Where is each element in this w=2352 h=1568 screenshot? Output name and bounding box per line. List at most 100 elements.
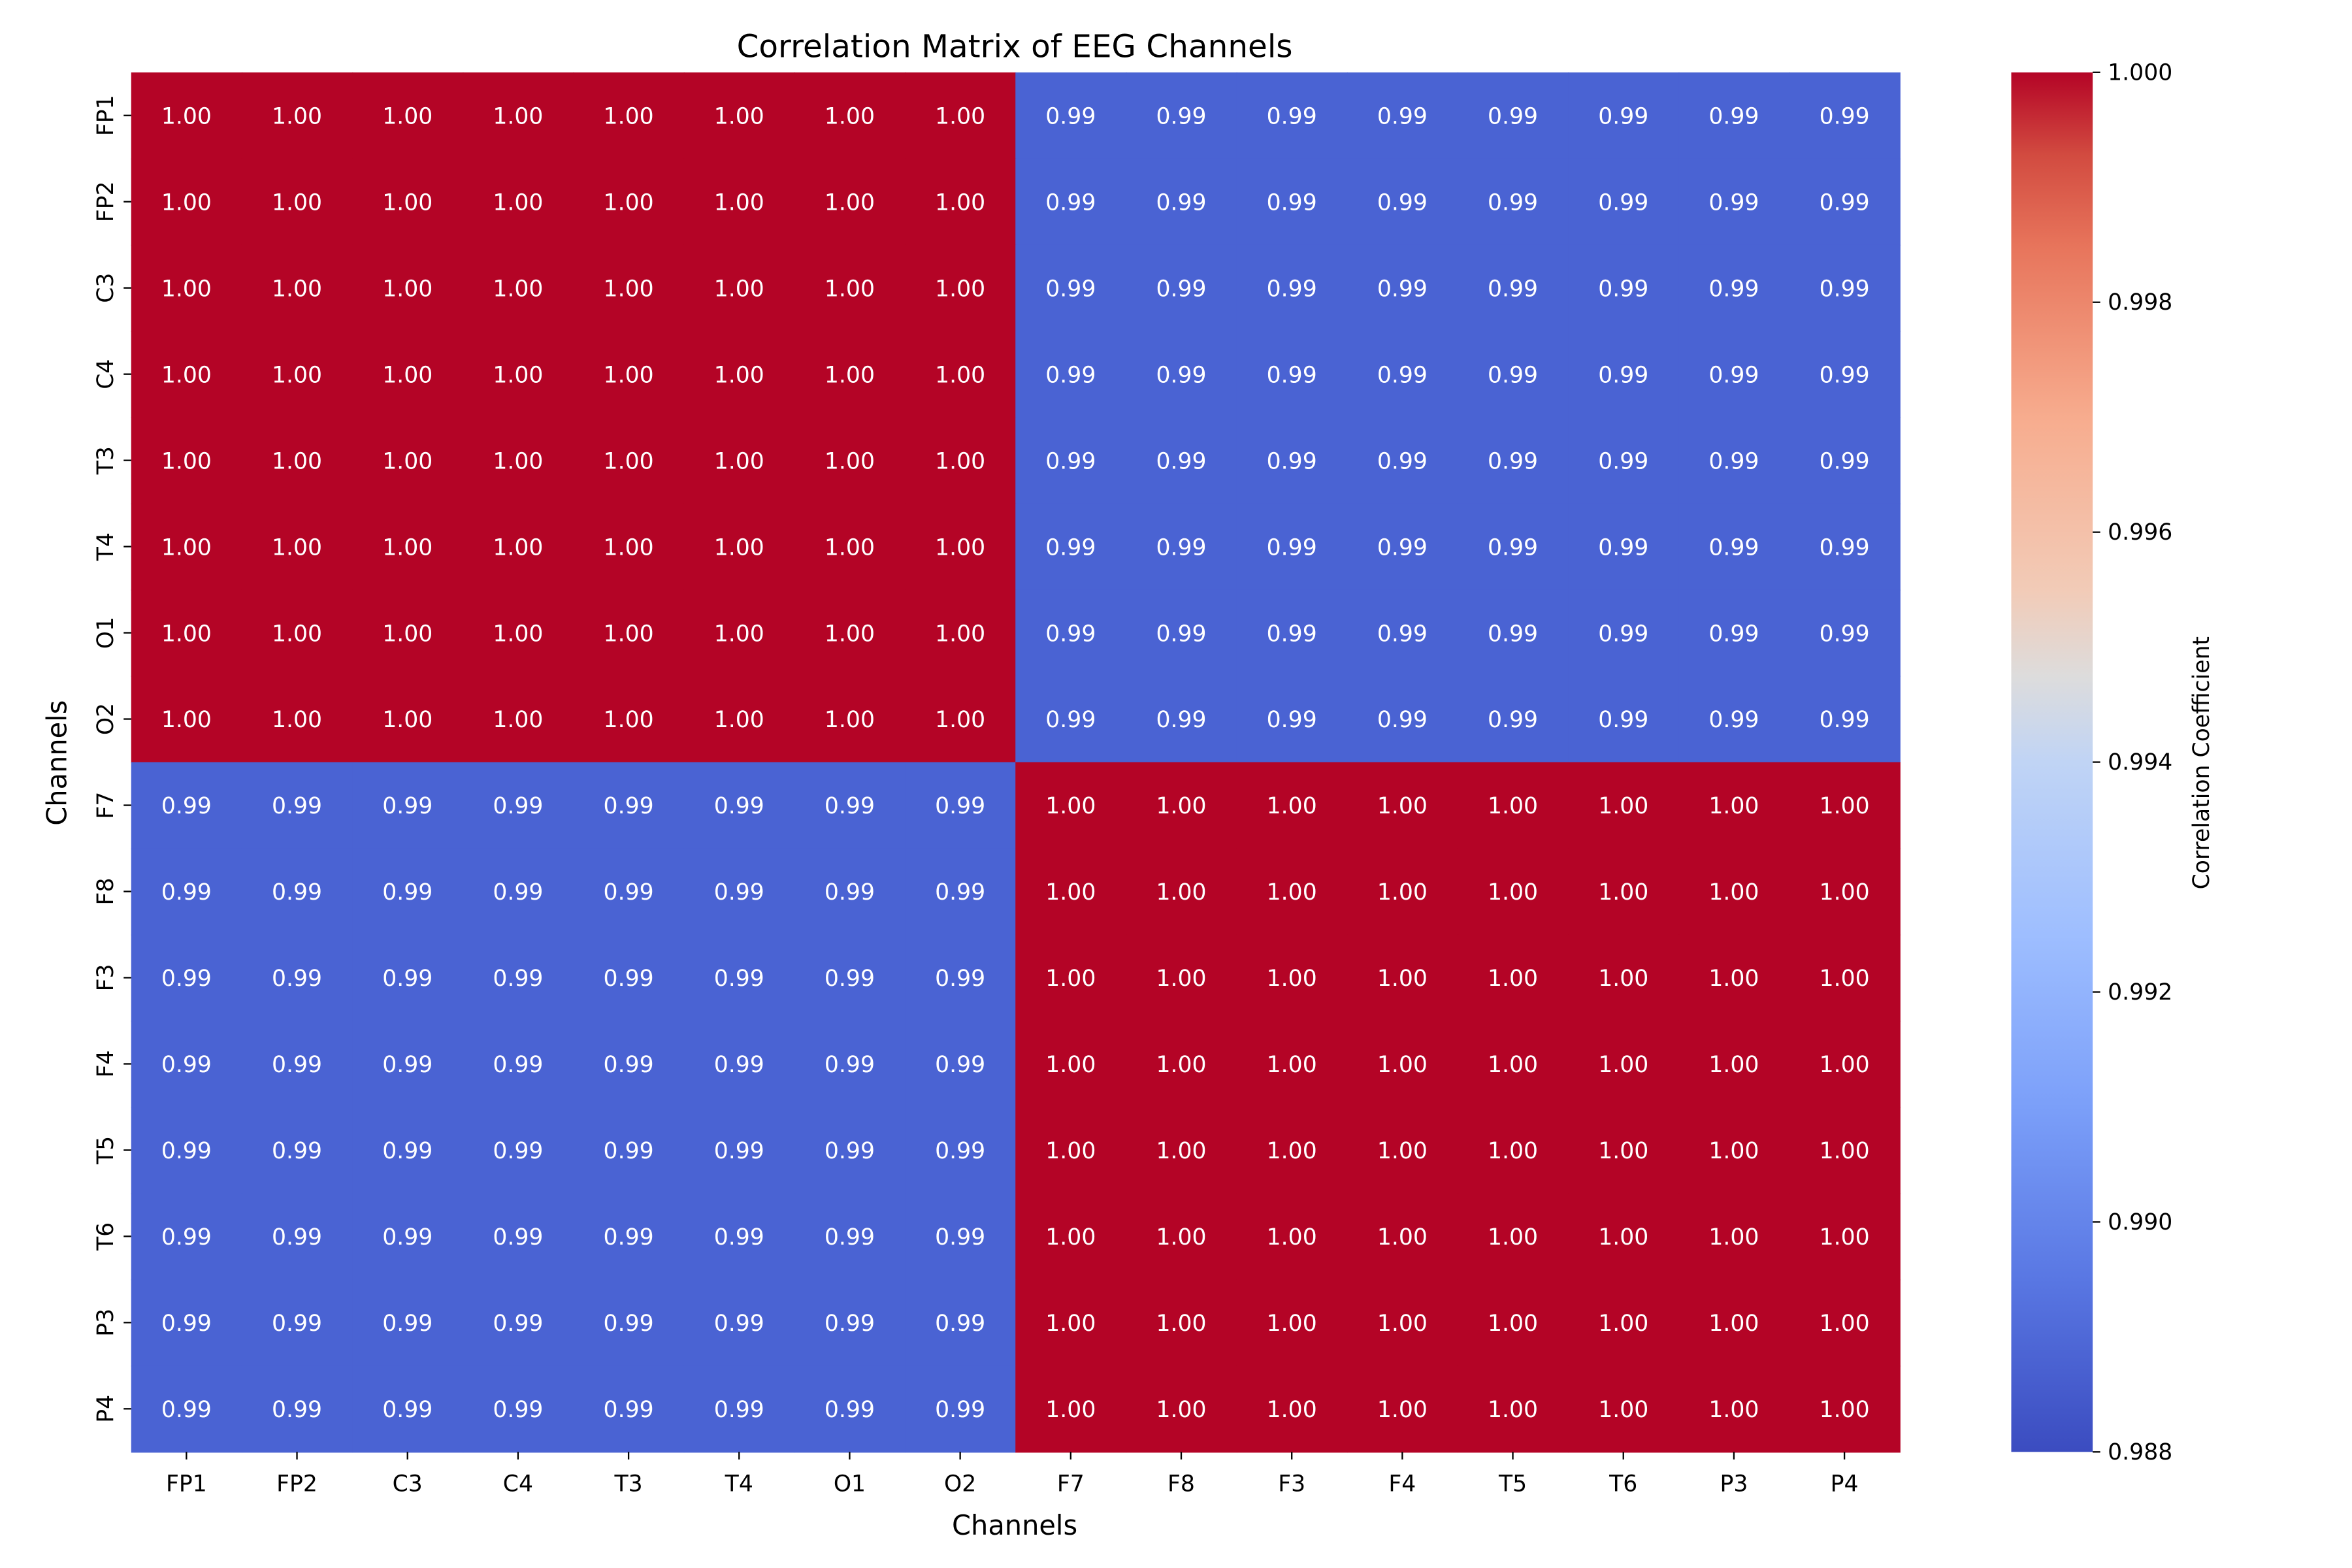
cell-value-label: 1.00 xyxy=(1045,879,1096,906)
heatmap-cell xyxy=(573,934,685,1022)
heatmap-cell xyxy=(463,934,574,1022)
cell-value-label: 0.99 xyxy=(825,793,875,819)
cell-value-label: 0.99 xyxy=(1488,103,1538,129)
x-axis-ticks: FP1 FP2 C3 C4 T3 T4 O1 O2 F7 F8 F3 F4 T5 T6 P3 P4 xyxy=(166,1452,1859,1497)
cell-value-label: 1.00 xyxy=(493,276,543,302)
cell-value-label: 1.00 xyxy=(1377,1138,1428,1164)
heatmap-cell xyxy=(131,417,243,504)
cell-value-label: 0.99 xyxy=(1820,362,1870,388)
heatmap-cell xyxy=(352,848,464,936)
heatmap-cell xyxy=(1236,589,1348,677)
heatmap-cell xyxy=(794,1193,906,1281)
cell-value-label: 1.00 xyxy=(382,621,433,647)
cell-value-label: 0.99 xyxy=(1377,362,1428,388)
cell-value-label: 1.00 xyxy=(1708,1224,1759,1250)
cell-value-label: 0.99 xyxy=(1045,103,1096,129)
heatmap-cell xyxy=(905,1107,1017,1194)
cell-value-label: 0.99 xyxy=(935,966,985,992)
cell-value-label: 0.99 xyxy=(1377,534,1428,561)
heatmap-cell xyxy=(1568,848,1680,936)
cell-value-label: 0.99 xyxy=(825,1052,875,1078)
colorbar-tick-label: 1.000 xyxy=(2108,59,2172,86)
cell-value-label: 1.00 xyxy=(161,103,212,129)
heatmap-cell xyxy=(1678,589,1790,677)
cell-value-label: 1.00 xyxy=(161,707,212,733)
heatmap-cell xyxy=(1789,1107,1901,1194)
heatmap-cell xyxy=(463,589,574,677)
heatmap-cell xyxy=(241,848,353,936)
cell-value-label: 1.00 xyxy=(1377,1311,1428,1337)
cell-value-label: 1.00 xyxy=(1156,1052,1206,1078)
cell-value-label: 1.00 xyxy=(1156,1397,1206,1423)
heatmap-cell xyxy=(1126,676,1237,763)
colorbar xyxy=(2011,72,2093,1452)
cell-value-label: 0.99 xyxy=(935,1224,985,1250)
cell-value-label: 1.00 xyxy=(1156,966,1206,992)
cell-value-label: 0.99 xyxy=(1820,103,1870,129)
cell-value-label: 0.99 xyxy=(604,1224,654,1250)
y-tick-label: C4 xyxy=(93,359,119,389)
cell-value-label: 1.00 xyxy=(1820,1311,1870,1337)
heatmap-cell xyxy=(1678,762,1790,849)
heatmap-cell xyxy=(1015,1279,1127,1367)
heatmap-cell xyxy=(1678,676,1790,763)
cell-value-label: 1.00 xyxy=(1267,1397,1317,1423)
heatmap-cell xyxy=(463,503,574,591)
heatmap-cell xyxy=(1457,1193,1569,1281)
cell-value-label: 1.00 xyxy=(604,707,654,733)
cell-value-label: 0.99 xyxy=(1488,276,1538,302)
colorbar-tick-label: 0.994 xyxy=(2108,749,2172,776)
cell-value-label: 1.00 xyxy=(604,534,654,561)
heatmap-cell xyxy=(1678,158,1790,246)
colorbar-tick-label: 0.988 xyxy=(2108,1439,2172,1465)
cell-value-label: 0.99 xyxy=(1267,707,1317,733)
heatmap-cell xyxy=(1015,1107,1127,1194)
heatmap-cell xyxy=(1347,1279,1459,1367)
x-tick-label: F7 xyxy=(1057,1471,1085,1497)
heatmap-cell xyxy=(241,1193,353,1281)
cell-value-label: 1.00 xyxy=(1377,1397,1428,1423)
cell-value-label: 0.99 xyxy=(1045,189,1096,216)
heatmap-cell xyxy=(241,158,353,246)
heatmap-cell xyxy=(463,1021,574,1108)
heatmap-cell xyxy=(352,934,464,1022)
cell-value-label: 0.99 xyxy=(1488,448,1538,474)
cell-value-label: 0.99 xyxy=(1377,103,1428,129)
heatmap-cell xyxy=(1568,1279,1680,1367)
heatmap-cell xyxy=(1457,934,1569,1022)
y-tick-label: O2 xyxy=(93,703,119,735)
heatmap-cell xyxy=(131,1279,243,1367)
cell-value-label: 1.00 xyxy=(1045,1052,1096,1078)
cell-value-label: 1.00 xyxy=(272,189,322,216)
heatmap-cell xyxy=(1236,417,1348,504)
cell-value-label: 0.99 xyxy=(1488,189,1538,216)
heatmap-cell xyxy=(573,72,685,159)
heatmap-cell xyxy=(1126,417,1237,504)
heatmap-cell xyxy=(1236,1279,1348,1367)
cell-value-label: 0.99 xyxy=(1488,534,1538,561)
heatmap-cell xyxy=(905,244,1017,332)
heatmap-cell xyxy=(1678,1365,1790,1453)
heatmap-cell xyxy=(573,676,685,763)
heatmap-cell xyxy=(1678,244,1790,332)
cell-value-label: 1.00 xyxy=(493,448,543,474)
y-axis-ticks: FP1 FP2 C3 C4 T3 T4 O1 O2 F7 F8 F3 F4 T5 T6 P3 P4 xyxy=(93,95,131,1423)
heatmap-cell xyxy=(463,1193,574,1281)
cell-value-label: 0.99 xyxy=(1156,448,1206,474)
cell-value-label: 1.00 xyxy=(161,448,212,474)
cell-value-label: 1.00 xyxy=(1267,966,1317,992)
heatmap-cell xyxy=(794,676,906,763)
cell-value-label: 0.99 xyxy=(1045,276,1096,302)
cell-value-label: 0.99 xyxy=(272,879,322,906)
cell-value-label: 0.99 xyxy=(1045,448,1096,474)
x-tick-label: T4 xyxy=(725,1471,753,1497)
heatmap-cell xyxy=(573,244,685,332)
heatmap-cell xyxy=(794,158,906,246)
heatmap-cell xyxy=(573,158,685,246)
cell-value-label: 0.99 xyxy=(1708,362,1759,388)
cell-value-label: 0.99 xyxy=(714,966,764,992)
heatmap-cell xyxy=(1568,417,1680,504)
heatmap-cell xyxy=(1789,331,1901,418)
cell-value-label: 1.00 xyxy=(161,534,212,561)
cell-value-label: 0.99 xyxy=(493,1397,543,1423)
